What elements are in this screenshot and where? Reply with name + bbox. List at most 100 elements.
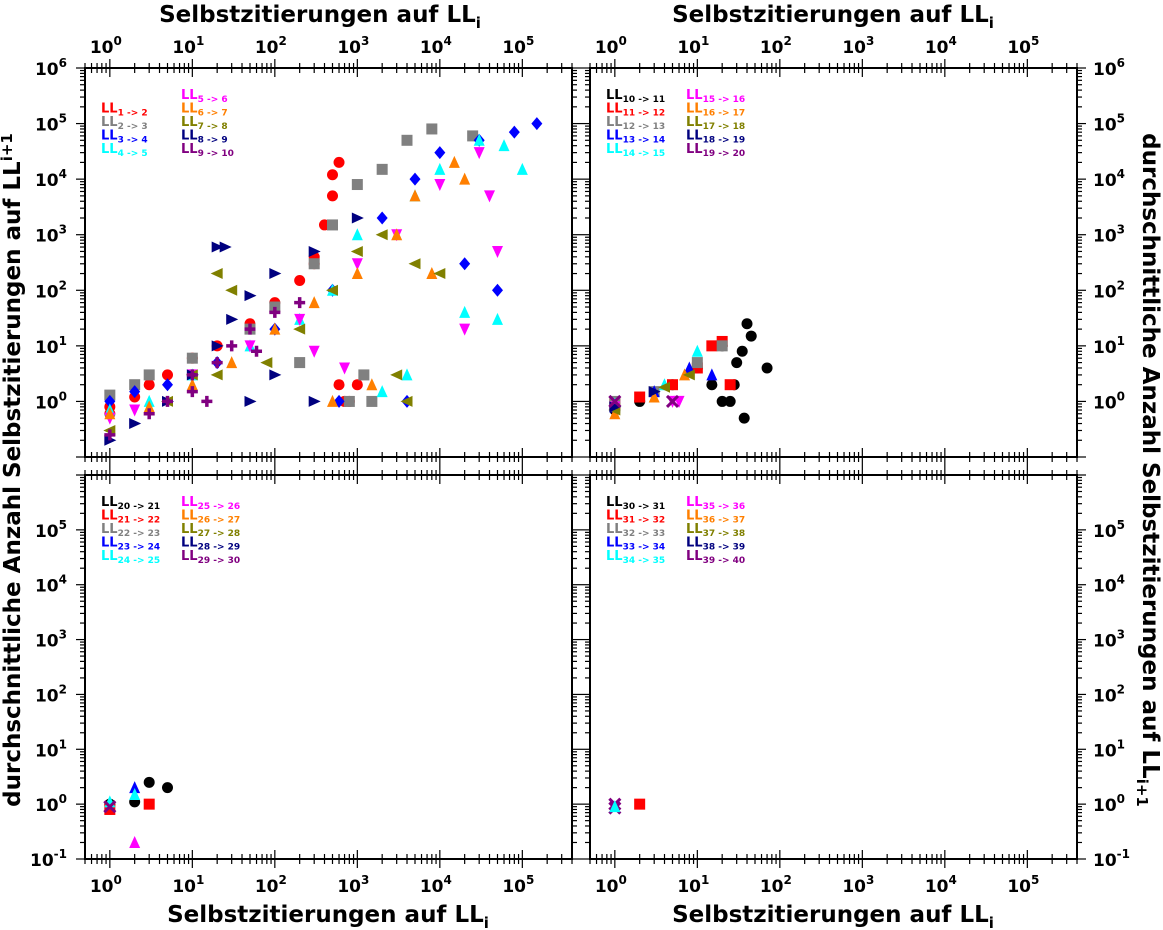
legend-entry: LL14 -> 15 — [606, 142, 665, 159]
data-point-red — [634, 798, 646, 810]
data-point-olive — [390, 369, 403, 381]
y-tick-label: 105 — [1093, 112, 1125, 136]
x-tick-label: 103 — [337, 34, 369, 58]
x-tick-label: 105 — [502, 873, 534, 897]
y-tick-label: 106 — [1093, 56, 1125, 80]
y-tick-label: 102 — [35, 682, 67, 706]
panel-bottom-right: 100 101 102 103 104 105 10-1 100 101 102 103 104 105… — [581, 466, 1130, 897]
data-point-navy — [351, 212, 364, 224]
data-point-purple — [104, 429, 116, 441]
legend-entry: LL36 -> 37 — [686, 509, 745, 526]
y-tick-label: 100 — [1093, 389, 1125, 413]
data-point-navy — [269, 369, 282, 381]
legend-entry: LL7 -> 8 — [181, 115, 228, 132]
legend-entry: LL22 -> 23 — [101, 522, 160, 539]
legend-entry: LL30 -> 31 — [606, 495, 665, 512]
plot-frame — [84, 474, 573, 860]
x-tick-label: 104 — [420, 34, 452, 58]
legend-entry: LL15 -> 16 — [686, 88, 745, 105]
x-tick-label: 105 — [502, 34, 534, 58]
data-point-orange — [143, 400, 155, 413]
data-point-magenta — [294, 313, 306, 326]
data-point-red — [333, 156, 345, 168]
panels: 100 101 102 103 104 105 100 101 102 103 104 105 106 L… — [30, 34, 1130, 897]
data-point-purple — [251, 345, 263, 357]
legend-entry: LL33 -> 34 — [606, 536, 665, 553]
data-point-cyan — [609, 800, 621, 813]
legend-entry: LL23 -> 24 — [101, 536, 160, 553]
data-point-blue — [129, 385, 141, 399]
x-tick-label: 103 — [842, 873, 874, 897]
y-tick-label: 103 — [35, 223, 67, 247]
data-point-blue — [161, 378, 173, 392]
data-point-magenta — [244, 340, 256, 353]
x-tick-label: 102 — [255, 873, 287, 897]
data-point-black — [745, 330, 757, 342]
data-point-red — [143, 379, 155, 391]
data-point-orange — [391, 228, 403, 241]
data-point-red — [143, 798, 155, 810]
plot-frame — [84, 67, 573, 458]
data-point-orange — [648, 390, 660, 403]
data-point-orange — [366, 378, 378, 391]
y-axis-title-right: durchschnittliche Anzahl Selbstzitierung… — [1133, 133, 1163, 807]
y-tick-label: 102 — [1093, 682, 1125, 706]
data-point-olive — [210, 268, 223, 280]
data-point-purple — [608, 394, 622, 408]
x-tick-label: 102 — [255, 34, 287, 58]
y-tick-label: 104 — [35, 573, 67, 597]
data-point-cyan — [434, 162, 446, 175]
data-point-magenta — [491, 245, 503, 258]
legend-entry: LL20 -> 21 — [101, 495, 160, 512]
y-tick-label: 100 — [35, 792, 67, 816]
legend-entry: LL21 -> 22 — [101, 509, 160, 526]
data-point-magenta — [434, 179, 446, 192]
data-point-gray — [366, 395, 378, 407]
legend-entry: LL28 -> 29 — [181, 536, 240, 553]
data-point-blue — [434, 146, 446, 160]
legend-entry: LL13 -> 14 — [606, 129, 665, 146]
data-point-gray — [129, 379, 141, 391]
y-tick-label: 104 — [1093, 167, 1125, 191]
data-point-purple — [103, 800, 117, 814]
x-tick-label: 103 — [842, 34, 874, 58]
data-point-olive — [260, 357, 273, 369]
data-point-navy — [244, 290, 257, 302]
data-point-orange — [609, 407, 621, 420]
data-point-black — [724, 395, 736, 407]
legend-entry: LL16 -> 17 — [686, 102, 745, 119]
data-point-gray — [143, 369, 155, 381]
data-point-magenta — [129, 835, 141, 848]
data-point-orange — [448, 155, 460, 168]
data-point-orange — [426, 267, 438, 280]
data-point-red — [724, 379, 736, 391]
data-point-magenta — [351, 258, 363, 271]
data-point-olive — [350, 245, 363, 257]
data-point-gray — [326, 219, 338, 231]
data-point-blue — [104, 394, 116, 408]
data-point-orange — [326, 394, 338, 407]
data-point-blue — [409, 172, 421, 186]
data-point-blue — [376, 211, 388, 225]
legend-entry: LL5 -> 6 — [181, 88, 228, 105]
y-tick-label: 103 — [1093, 223, 1125, 247]
x-tick-label: 100 — [90, 34, 122, 58]
data-point-navy — [129, 418, 142, 430]
data-point-navy — [308, 395, 321, 407]
x-tick-label: 104 — [420, 873, 452, 897]
panel-bottom-left: 100 101 102 103 104 105 10-1 100 101 102 103 104 105… — [30, 466, 581, 897]
legend-entry: LL24 -> 25 — [101, 549, 160, 566]
data-point-gray — [358, 369, 370, 381]
data-point-blue — [531, 117, 543, 131]
data-point-black — [736, 345, 748, 357]
data-point-cyan — [351, 228, 363, 241]
x-tick-label: 100 — [595, 873, 627, 897]
data-point-cyan — [376, 385, 388, 398]
legend-entry: LL2 -> 3 — [101, 115, 148, 132]
data-point-cyan — [691, 344, 703, 357]
legend-entry: LL19 -> 20 — [686, 142, 745, 159]
x-tick-label: 105 — [1007, 873, 1039, 897]
data-point-cyan — [516, 162, 528, 175]
